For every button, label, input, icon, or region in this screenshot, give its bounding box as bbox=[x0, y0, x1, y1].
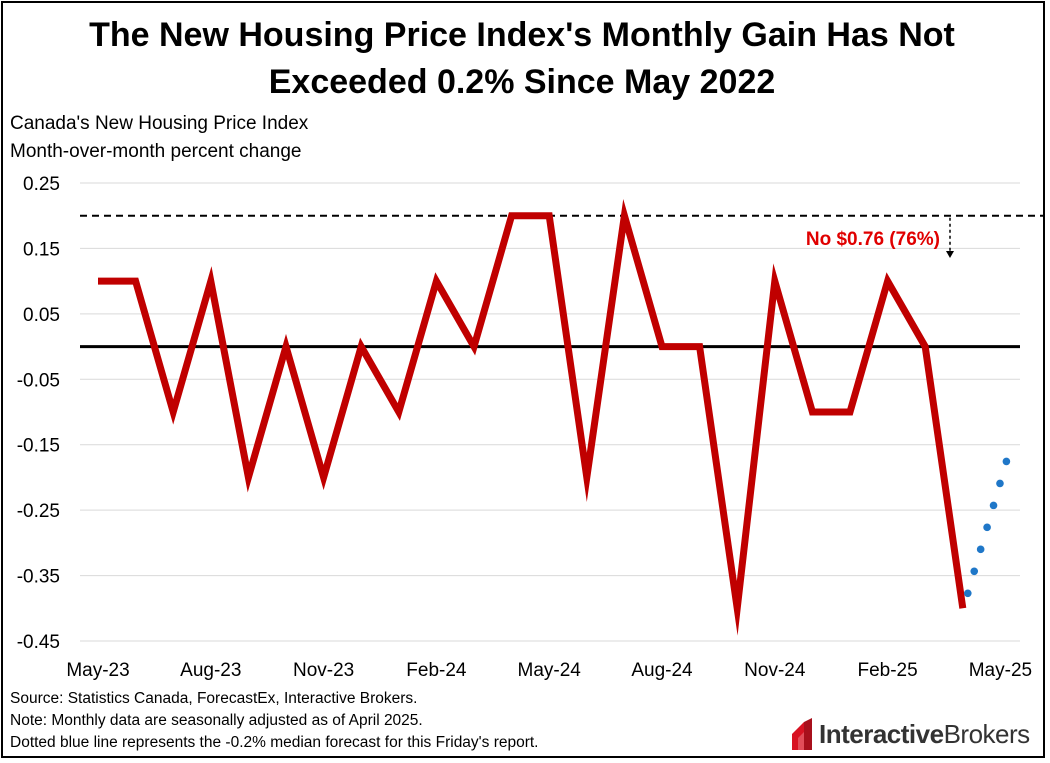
y-tick-label: -0.15 bbox=[17, 436, 60, 457]
y-tick-label: -0.45 bbox=[17, 632, 60, 653]
forecast-dot bbox=[976, 545, 985, 554]
x-tick-label: Feb-25 bbox=[857, 660, 917, 681]
y-tick-label: 0.25 bbox=[23, 174, 60, 195]
subtitle-units: Month-over-month percent change bbox=[10, 141, 302, 162]
ib-logo-bold: Interactive bbox=[819, 718, 944, 749]
forecast-dot bbox=[996, 479, 1004, 488]
subtitle-index-name: Canada's New Housing Price Index bbox=[10, 113, 309, 134]
forecast-dot bbox=[983, 523, 991, 532]
x-tick-label: May-24 bbox=[518, 660, 582, 681]
y-tick-label: -0.35 bbox=[17, 567, 60, 588]
x-tick-label: Aug-24 bbox=[631, 660, 693, 681]
annotation-arrow-head bbox=[946, 251, 954, 258]
y-tick-label: 0.15 bbox=[23, 239, 60, 260]
forecast-dot bbox=[970, 567, 979, 576]
forecast-dot bbox=[989, 501, 998, 510]
x-tick-label: Nov-24 bbox=[744, 660, 806, 681]
x-tick-label: Nov-23 bbox=[293, 660, 354, 681]
series-line bbox=[98, 199, 967, 636]
ib-logo-wordmark: InteractiveBrokers bbox=[819, 719, 1030, 750]
title-line-1: The New Housing Price Index's Monthly Ga… bbox=[89, 16, 955, 54]
y-tick-label: -0.05 bbox=[17, 370, 60, 391]
annotation-text: No $0.76 (76%) bbox=[806, 229, 940, 250]
x-tick-label: Feb-24 bbox=[406, 660, 467, 681]
forecast-dot bbox=[1002, 457, 1011, 466]
y-tick-label: 0.05 bbox=[23, 305, 60, 326]
ib-logo-light: Brokers bbox=[943, 718, 1031, 749]
chart-title: The New Housing Price Index's Monthly Ga… bbox=[0, 12, 1044, 106]
forecast-note: Dotted blue line represents the -0.2% me… bbox=[10, 734, 539, 751]
interactive-brokers-logo: InteractiveBrokers bbox=[790, 713, 1030, 755]
forecast-dot bbox=[964, 589, 972, 598]
x-tick-label: Aug-23 bbox=[180, 660, 241, 681]
seasonal-note: Note: Monthly data are seasonally adjust… bbox=[10, 712, 423, 729]
y-tick-label: -0.25 bbox=[17, 501, 60, 522]
title-line-2: Exceeded 0.2% Since May 2022 bbox=[268, 63, 776, 101]
x-tick-label: May-25 bbox=[969, 660, 1032, 681]
x-tick-label: May-23 bbox=[66, 660, 129, 681]
source-note: Source: Statistics Canada, ForecastEx, I… bbox=[10, 690, 418, 707]
ib-logo-icon bbox=[792, 718, 812, 750]
